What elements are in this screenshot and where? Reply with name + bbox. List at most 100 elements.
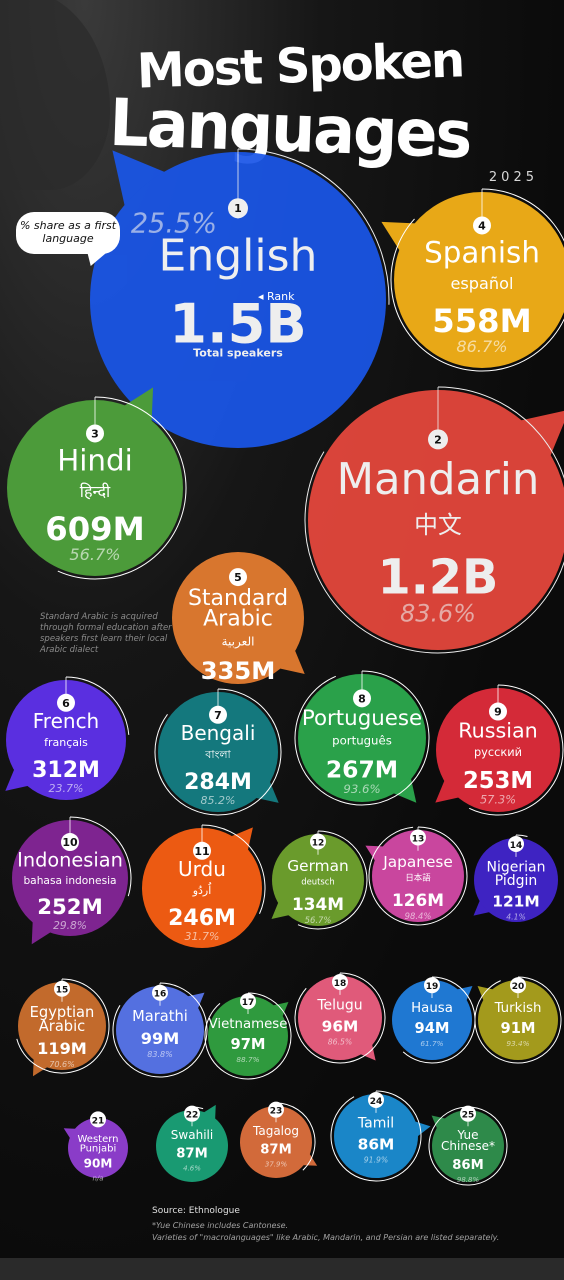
language-name: Turkish [494, 1001, 542, 1016]
share-arc [237, 148, 390, 305]
language-name: Pidgin [495, 873, 538, 889]
language-name: Arabic [203, 607, 273, 632]
rank-number: 17 [242, 998, 255, 1008]
native-name: 中文 [414, 511, 462, 539]
bubble-circle [156, 1110, 228, 1182]
language-name: Vietnamese [209, 1017, 288, 1032]
native-name: हिन्दी [80, 482, 111, 501]
language-name: Portuguese [302, 706, 422, 731]
bubble-circle [394, 192, 564, 368]
share-percent: 98.4% [405, 911, 432, 921]
speaker-count: 87M [260, 1143, 291, 1158]
speaker-count: 609M [45, 510, 144, 548]
language-name: Hausa [411, 1001, 453, 1016]
native-name: bahasa indonesia [23, 874, 116, 887]
rank-badge [193, 841, 211, 860]
rank-number: 18 [334, 979, 347, 989]
bubble-telugu: 18 Telugu 96M 86.5% [294, 972, 386, 1064]
speaker-count: 94M [415, 1020, 450, 1037]
speaker-count: 121M [492, 893, 539, 911]
share-arc [154, 688, 282, 816]
bubble-circle [432, 1110, 504, 1182]
rank-number: 3 [91, 427, 99, 440]
language-name: Indonesian [17, 848, 123, 871]
share-arc [201, 824, 266, 914]
share-arc [16, 978, 110, 1074]
language-name: French [33, 709, 99, 733]
rank-legend: ◂ Rank [258, 290, 295, 303]
speaker-count: 87M [176, 1147, 207, 1162]
speaker-count: 86M [452, 1158, 483, 1173]
share-percent: 25.5% [131, 208, 217, 239]
language-name: Western [77, 1134, 118, 1145]
speaker-count: 97M [231, 1036, 266, 1053]
bubble-circle [308, 390, 564, 650]
share-arc [65, 676, 130, 735]
bubble-circle [240, 1106, 312, 1178]
language-name: Urdu [178, 857, 226, 881]
rank-badge [90, 1111, 106, 1128]
rank-number: 1 [234, 202, 242, 215]
rank-badge [428, 429, 448, 450]
native-name: اُردُو [192, 882, 212, 897]
language-name: Hindi [57, 443, 133, 477]
speaker-count: 91M [501, 1020, 536, 1037]
rank-badge [460, 1105, 476, 1122]
rank-badge [86, 424, 104, 443]
speaker-count: 246M [168, 906, 236, 931]
native-name: বাংলা [204, 748, 231, 761]
rank-badge [229, 568, 247, 587]
rank-number: 12 [312, 838, 325, 848]
share-arc [428, 1106, 508, 1186]
language-name: Mandarin [337, 455, 540, 505]
rank-badge [61, 833, 79, 852]
bottom-bar [0, 1258, 564, 1280]
bubble-circle [172, 552, 304, 684]
rank-number: 24 [370, 1097, 383, 1107]
bubble-vietnamese: 17 Vietnamese 97M 88.7% [204, 992, 292, 1080]
share-arc [297, 830, 368, 930]
rank-badge [228, 198, 248, 219]
rank-badge [268, 1101, 284, 1118]
bubble-circle [372, 830, 464, 922]
rank-number: 14 [510, 841, 523, 851]
rank-badge [184, 1105, 200, 1122]
share-percent: 88.7% [236, 1055, 259, 1064]
bubble-circle [474, 838, 558, 922]
share-arc [469, 684, 564, 816]
language-name: Tagalog [252, 1124, 299, 1138]
bubble-swahili: 22 Swahili 87M 4.6% [156, 1104, 228, 1182]
speaker-count: 1.5B [169, 293, 306, 356]
native-name: português [332, 733, 392, 747]
language-name: Tamil [357, 1116, 394, 1132]
language-name: Telugu [316, 998, 362, 1014]
native-name: deutsch [301, 877, 335, 887]
rank-number: 8 [358, 692, 366, 705]
share-percent: 61.7% [420, 1039, 443, 1048]
year-label: 2025 [488, 170, 538, 185]
speaker-count: 126M [392, 890, 444, 910]
share-arc [275, 1102, 316, 1171]
native-name: français [44, 736, 88, 749]
speakers-caption: Total speakers [193, 347, 283, 360]
speaker-count: 267M [326, 755, 398, 783]
bubble-circle [478, 980, 558, 1060]
rank-badge [310, 833, 326, 850]
rank-number: 7 [214, 709, 222, 722]
rank-badge [54, 980, 70, 997]
bubble-circle [68, 1118, 128, 1178]
rank-badge [209, 705, 227, 724]
language-name: Yue [457, 1128, 479, 1142]
language-name: Bengali [181, 721, 256, 745]
language-name: Standard [188, 586, 288, 611]
rank-number: 4 [478, 219, 486, 232]
share-arc [304, 386, 564, 654]
